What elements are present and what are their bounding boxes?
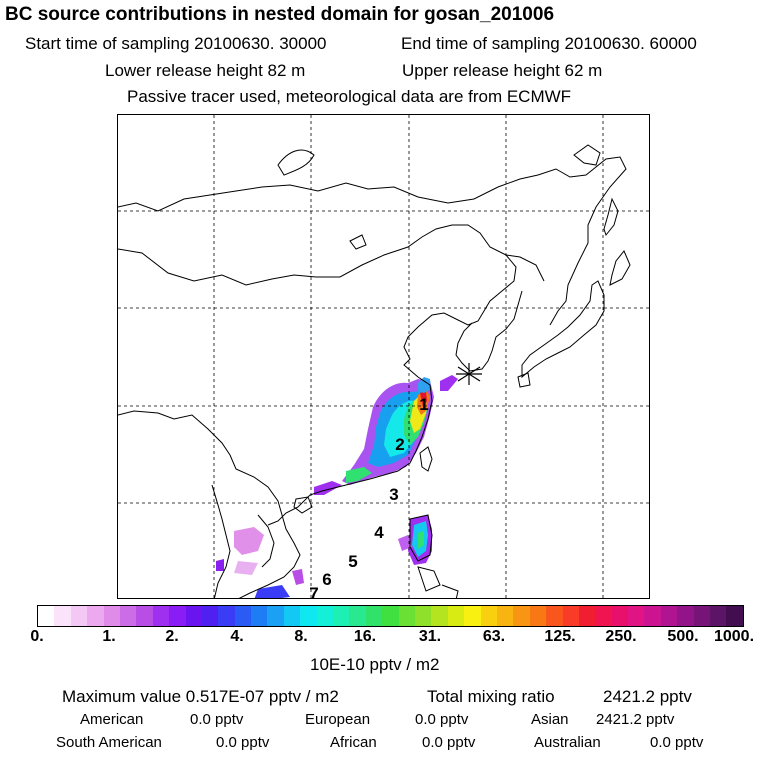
colorbar-swatch bbox=[447, 606, 465, 626]
site-label-3: 3 bbox=[389, 485, 399, 504]
colorbar-swatch bbox=[595, 606, 612, 626]
region-value: 2421.2 pptv bbox=[596, 711, 675, 728]
region-name: Asian bbox=[531, 711, 569, 728]
colorbar-swatch bbox=[103, 606, 120, 626]
region-value: 0.0 pptv bbox=[422, 734, 476, 751]
tick-label: 125. bbox=[544, 628, 576, 645]
region-name: American bbox=[80, 711, 144, 728]
lower-release-height-label: Lower release height 82 m bbox=[105, 61, 306, 80]
colorbar-swatch bbox=[234, 606, 252, 626]
colorbar-swatch bbox=[578, 606, 596, 626]
site-label-5: 5 bbox=[348, 552, 358, 571]
tick-label: 1000. bbox=[713, 628, 755, 645]
map-canvas bbox=[118, 115, 649, 598]
colorbar-units: 10E-10 pptv / m2 bbox=[310, 655, 440, 674]
tick-label: 4. bbox=[230, 628, 244, 645]
colorbar-swatch bbox=[546, 606, 563, 626]
region-value: 0.0 pptv bbox=[650, 734, 704, 751]
region-value: 0.0 pptv bbox=[415, 711, 469, 728]
tick-label: 2. bbox=[165, 628, 179, 645]
colorbar-swatch bbox=[496, 606, 514, 626]
upper-release-height-label: Upper release height 62 m bbox=[402, 61, 603, 80]
site-label-4: 4 bbox=[374, 523, 384, 542]
colorbar-swatch bbox=[710, 606, 727, 626]
colorbar-swatch bbox=[251, 606, 268, 626]
colorbar-swatch bbox=[300, 606, 317, 626]
colorbar bbox=[37, 605, 744, 627]
colorbar-swatch bbox=[660, 606, 678, 626]
region-value: 0.0 pptv bbox=[190, 711, 244, 728]
site-label-6: 6 bbox=[322, 570, 332, 589]
colorbar-swatch bbox=[283, 606, 301, 626]
total-mixing-ratio-value: 2421.2 pptv bbox=[603, 687, 692, 706]
colorbar-swatch bbox=[349, 606, 366, 626]
colorbar-swatch bbox=[267, 606, 284, 626]
region-name: African bbox=[330, 734, 377, 751]
colorbar-swatch bbox=[54, 606, 71, 626]
plume-field bbox=[216, 375, 458, 598]
map-panel[interactable]: 1 2 3 4 5 6 7 bbox=[117, 114, 650, 599]
colorbar-swatch bbox=[333, 606, 350, 626]
tick-label: 1. bbox=[102, 628, 116, 645]
region-value: 0.0 pptv bbox=[216, 734, 270, 751]
tick-label: 250. bbox=[605, 628, 637, 645]
site-label-2: 2 bbox=[395, 435, 405, 454]
colorbar-swatch bbox=[628, 606, 645, 626]
site-label-1: 1 bbox=[419, 395, 429, 414]
tick-label: 500. bbox=[667, 628, 699, 645]
colorbar-swatch bbox=[644, 606, 661, 626]
colorbar-swatch bbox=[218, 606, 235, 626]
tick-label: 0. bbox=[30, 628, 44, 645]
tick-label: 16. bbox=[353, 628, 377, 645]
colorbar-swatch bbox=[152, 606, 170, 626]
colorbar-swatch bbox=[365, 606, 383, 626]
region-name: South American bbox=[56, 734, 162, 751]
site-label-7: 7 bbox=[309, 584, 319, 599]
colorbar-swatch bbox=[693, 606, 711, 626]
colorbar-swatch bbox=[169, 606, 186, 626]
colorbar-swatch bbox=[119, 606, 137, 626]
colorbar-swatch bbox=[185, 606, 202, 626]
colorbar-swatch bbox=[70, 606, 88, 626]
colorbar-swatch bbox=[431, 606, 448, 626]
colorbar-swatch bbox=[414, 606, 432, 626]
tick-label: 8. bbox=[294, 628, 308, 645]
receptor-marker bbox=[456, 363, 482, 385]
map-title: BC source contributions in nested domain… bbox=[5, 4, 555, 25]
colorbar-swatch bbox=[136, 606, 153, 626]
colorbar-swatch bbox=[726, 606, 743, 626]
tracer-note: Passive tracer used, meteorological data… bbox=[127, 87, 572, 106]
colorbar-swatch bbox=[562, 606, 579, 626]
colorbar-swatch bbox=[464, 606, 481, 626]
colorbar-swatch bbox=[316, 606, 334, 626]
colorbar-swatch bbox=[201, 606, 219, 626]
start-time-label: Start time of sampling 20100630. 30000 bbox=[25, 34, 327, 53]
total-mixing-ratio-label: Total mixing ratio bbox=[427, 687, 555, 706]
colorbar-swatch bbox=[87, 606, 104, 626]
colorbar-swatch bbox=[677, 606, 694, 626]
maximum-value: Maximum value 0.517E-07 pptv / m2 bbox=[62, 687, 339, 706]
end-time-label: End time of sampling 20100630. 60000 bbox=[401, 34, 697, 53]
region-name: European bbox=[305, 711, 371, 728]
colorbar-swatch bbox=[529, 606, 547, 626]
tick-label: 63. bbox=[482, 628, 506, 645]
tick-label: 31. bbox=[418, 628, 442, 645]
colorbar-swatch bbox=[480, 606, 497, 626]
colorbar-swatch bbox=[513, 606, 530, 626]
colorbar-swatch bbox=[38, 606, 55, 626]
colorbar-swatch bbox=[611, 606, 629, 626]
coastlines bbox=[118, 144, 631, 598]
colorbar-swatch bbox=[382, 606, 399, 626]
colorbar-swatch bbox=[398, 606, 415, 626]
region-name: Australian bbox=[534, 734, 601, 751]
